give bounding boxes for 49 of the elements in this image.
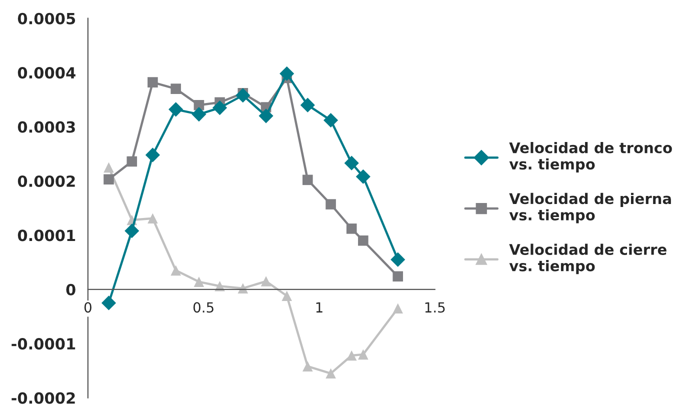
point xyxy=(104,162,114,173)
x-tick-label: 0.5 xyxy=(193,302,214,313)
point xyxy=(280,66,294,81)
point xyxy=(392,271,404,282)
point xyxy=(212,100,228,116)
point xyxy=(358,349,368,360)
x-tick-label: 1 xyxy=(316,302,322,312)
legend-label: Velocidad de pierna vs. tiempo xyxy=(509,192,671,224)
point xyxy=(145,148,160,162)
point xyxy=(282,290,292,302)
point xyxy=(170,265,181,276)
point xyxy=(194,276,204,287)
point xyxy=(236,88,250,103)
point xyxy=(358,235,368,246)
point xyxy=(302,361,313,372)
y-tick-label: 0.0002 xyxy=(18,175,75,187)
y-tick-label: -0.0001 xyxy=(12,338,76,350)
y-tick-label: 0.0003 xyxy=(18,121,75,133)
y-tick-label: 0.0004 xyxy=(18,67,76,79)
point xyxy=(192,107,206,122)
point xyxy=(346,224,357,234)
y-tick-label: 0 xyxy=(66,284,76,296)
point xyxy=(148,213,158,224)
legend-label: Velocidad de tronco vs. tiempo xyxy=(509,142,672,172)
point xyxy=(124,224,140,238)
legend-label: Velocidad de cierre vs. tiempo xyxy=(509,244,666,274)
point xyxy=(302,174,313,186)
point xyxy=(346,350,357,361)
point xyxy=(126,156,138,167)
x-tick-label: 1.5 xyxy=(425,302,445,313)
point xyxy=(168,102,184,117)
x-tick-label: 0 xyxy=(84,302,92,313)
point xyxy=(101,296,116,310)
point xyxy=(326,368,336,379)
point xyxy=(356,169,370,184)
point xyxy=(326,199,336,210)
point xyxy=(258,108,274,124)
point xyxy=(170,84,181,94)
point xyxy=(392,303,404,314)
y-tick-label: 0.0001 xyxy=(18,230,76,242)
point xyxy=(344,156,359,170)
point xyxy=(148,77,158,88)
y-tick-label: 0.0005 xyxy=(18,12,76,24)
point xyxy=(390,252,406,267)
point xyxy=(300,98,315,112)
point xyxy=(324,112,338,128)
point xyxy=(260,276,272,286)
y-tick-label: -0.0002 xyxy=(12,392,75,404)
point xyxy=(104,174,114,184)
